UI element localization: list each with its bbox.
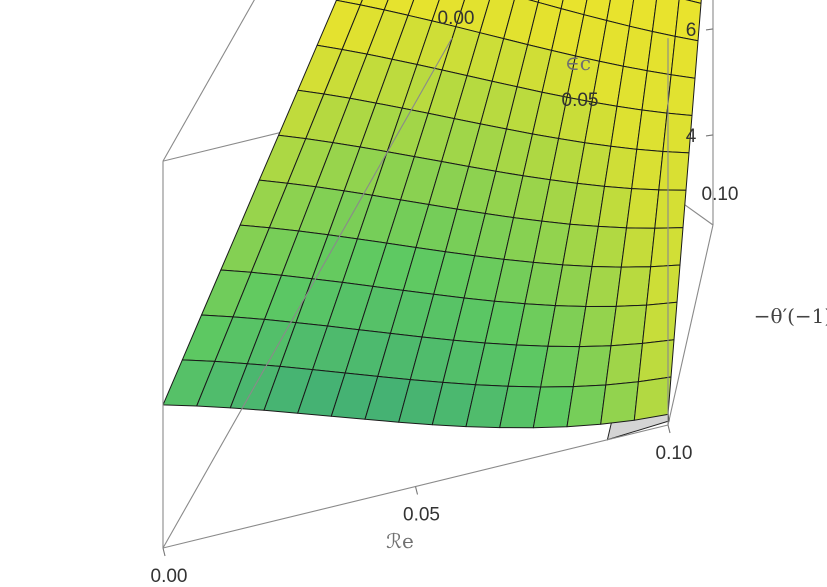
z-tick-mark bbox=[705, 28, 714, 31]
surface-cell bbox=[600, 381, 639, 425]
surface-cell bbox=[633, 376, 672, 421]
surface-cell bbox=[658, 151, 690, 191]
z-tick-label: 4 bbox=[686, 126, 697, 147]
x-tick-mark bbox=[667, 424, 671, 434]
surface-cell bbox=[566, 384, 607, 428]
x-tick-mark bbox=[414, 486, 419, 495]
surface-cell bbox=[666, 74, 696, 116]
surface-cell bbox=[631, 148, 664, 191]
box-bottom-edge bbox=[162, 37, 453, 549]
surface-mesh bbox=[162, 0, 702, 441]
surface-cell bbox=[591, 225, 627, 268]
surface-cell bbox=[610, 304, 648, 347]
bounding-box-front bbox=[162, 37, 669, 549]
y-axis-label: ∈c bbox=[565, 51, 591, 75]
surface-cell bbox=[651, 0, 680, 37]
surface-cell bbox=[646, 31, 676, 76]
tick-labels: 0.000.050.100.000.050.10468 bbox=[151, 8, 739, 587]
y-tick-label: 0.05 bbox=[562, 90, 599, 111]
surface-cell bbox=[642, 301, 678, 344]
surface-cell bbox=[604, 145, 638, 190]
box-top-edge bbox=[162, 0, 255, 162]
surface-cell bbox=[636, 109, 668, 152]
y-tick-label: 0.00 bbox=[438, 8, 475, 29]
z-tick-label: 6 bbox=[686, 20, 697, 41]
z-axis-label: −θ′(−1) bbox=[754, 304, 827, 328]
surface-cell bbox=[579, 305, 617, 348]
x-axis-label: ℛe bbox=[386, 529, 414, 553]
surface-cell bbox=[637, 339, 675, 383]
surface-cell bbox=[620, 227, 656, 268]
surface-cell bbox=[615, 266, 652, 307]
surface-cell bbox=[670, 35, 699, 79]
surface-cell bbox=[650, 227, 684, 268]
surface-cell bbox=[605, 342, 643, 386]
surface-cell bbox=[641, 70, 672, 114]
x-tick-label: 0.05 bbox=[403, 505, 440, 526]
surface-cell bbox=[626, 188, 660, 229]
x-tick-label: 0.10 bbox=[656, 443, 693, 464]
x-tick-mark bbox=[162, 547, 166, 557]
box-bottom-edge bbox=[667, 224, 714, 426]
x-tick-label: 0.00 bbox=[151, 566, 188, 587]
surface-cell bbox=[585, 266, 622, 307]
surface-cell bbox=[572, 345, 612, 388]
surface-cell bbox=[597, 185, 633, 229]
z-tick-mark bbox=[705, 134, 714, 137]
surface-cell bbox=[646, 264, 681, 306]
y-tick-label: 0.10 bbox=[702, 184, 739, 205]
surface-cell bbox=[654, 189, 687, 229]
